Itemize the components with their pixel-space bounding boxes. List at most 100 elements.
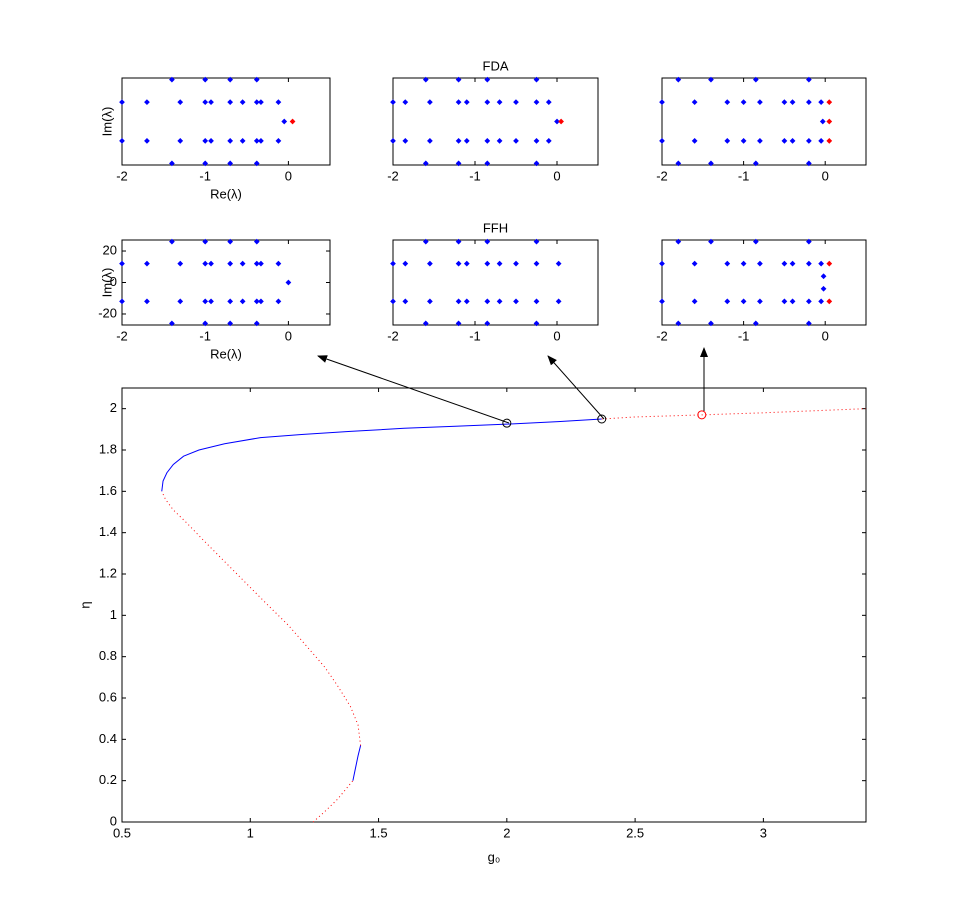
y-tick-label: -20 bbox=[98, 305, 117, 320]
eigenvalue-point bbox=[484, 160, 491, 167]
eigenvalue-point bbox=[202, 320, 209, 327]
eigenvalue-point bbox=[422, 320, 429, 327]
x-tick-label: 0.5 bbox=[113, 825, 131, 840]
eigenvalue-point bbox=[533, 76, 540, 83]
eigenvalue-point bbox=[119, 99, 125, 106]
eigenvalue-point bbox=[253, 160, 260, 167]
eigenvalue-point bbox=[253, 76, 260, 83]
eigenvalue-point bbox=[119, 260, 125, 267]
axes-box bbox=[392, 239, 599, 326]
eigenvalue-point bbox=[169, 76, 175, 83]
eigenvalue-point bbox=[789, 137, 796, 144]
eigenvalue-point bbox=[496, 137, 503, 144]
eigenvalue-point bbox=[789, 99, 796, 106]
eigenvalue-point bbox=[208, 298, 214, 305]
axes-box bbox=[661, 77, 867, 166]
eigenvalue-point bbox=[533, 137, 540, 144]
eigenvalue-point bbox=[496, 99, 503, 106]
eigenvalue-point bbox=[675, 76, 682, 83]
eigenvalue-point bbox=[806, 76, 812, 83]
y-tick-label: 1.8 bbox=[99, 441, 117, 456]
y-tick-label: 1.2 bbox=[99, 565, 117, 580]
eigenvalue-point bbox=[826, 298, 833, 305]
x-axis-label: g₀ bbox=[488, 849, 501, 864]
x-axis-label: Re(λ) bbox=[210, 346, 242, 361]
y-tick-label: 0.8 bbox=[99, 648, 117, 663]
eigenvalue-point bbox=[757, 99, 763, 106]
x-tick-label: -1 bbox=[199, 328, 211, 343]
curve bbox=[161, 418, 602, 781]
eigenvalue-point bbox=[455, 320, 462, 327]
eigenvalue-point bbox=[402, 137, 409, 144]
eigenvalue-point bbox=[253, 298, 260, 305]
x-tick-label: -1 bbox=[738, 168, 750, 183]
axes-title: FFH bbox=[483, 220, 508, 235]
eigenvalue-point bbox=[691, 137, 698, 144]
eigenvalue-point bbox=[463, 298, 470, 305]
eigenvalue-point bbox=[463, 137, 470, 144]
eigenvalue-point bbox=[806, 99, 812, 106]
eigenvalue-point bbox=[202, 298, 209, 305]
eigenvalue-point bbox=[144, 298, 150, 305]
eigenvalue-point bbox=[144, 99, 150, 106]
eigenvalue-point bbox=[806, 298, 812, 305]
eigenvalue-point bbox=[826, 260, 833, 267]
y-axis-label: Im(λ) bbox=[99, 268, 114, 298]
y-tick-label: 0.2 bbox=[99, 772, 117, 787]
eigenvalue-point bbox=[533, 320, 540, 327]
eigenvalue-point bbox=[463, 99, 470, 106]
eigenvalue-point bbox=[289, 118, 296, 125]
arrows bbox=[317, 347, 708, 424]
eigenvalue-point bbox=[484, 238, 491, 245]
eigenvalue-point bbox=[691, 99, 698, 106]
axes-box bbox=[121, 387, 867, 823]
eigenvalue-point bbox=[427, 298, 433, 305]
eigenvalue-point bbox=[455, 238, 462, 245]
eigenvalue-point bbox=[781, 298, 788, 305]
eigenvalue-point bbox=[455, 137, 462, 144]
eigenvalue-point bbox=[202, 260, 209, 267]
x-tick-label: -1 bbox=[738, 328, 750, 343]
y-tick-label: 1.4 bbox=[99, 524, 117, 539]
y-tick-label: 1 bbox=[110, 607, 117, 622]
eigenvalue-point bbox=[455, 160, 462, 167]
eigenvalue-point bbox=[208, 137, 214, 144]
eigenvalue-point bbox=[227, 238, 234, 245]
eigenvalue-point bbox=[484, 298, 491, 305]
eigenvalue-point bbox=[169, 160, 175, 167]
eigenvalue-point bbox=[533, 99, 540, 106]
eigenvalue-point bbox=[227, 260, 234, 267]
eigenvalue-point bbox=[724, 260, 731, 267]
point-marker bbox=[597, 414, 607, 424]
x-tick-label: 0 bbox=[285, 328, 292, 343]
eigenvalue-point bbox=[253, 320, 260, 327]
eigenvalue-point bbox=[545, 99, 552, 106]
eigenvalue-point bbox=[253, 260, 260, 267]
eigenvalue-point bbox=[806, 137, 812, 144]
x-tick-label: 0 bbox=[822, 168, 829, 183]
y-tick-label: 0 bbox=[110, 274, 117, 289]
eigenvalue-point bbox=[724, 99, 731, 106]
eigenvalue-point bbox=[820, 285, 827, 292]
eigenvalue-point bbox=[402, 298, 409, 305]
axes-box bbox=[121, 77, 331, 166]
y-axis-label: η bbox=[77, 601, 92, 608]
eigenvalue-point bbox=[513, 298, 519, 305]
eigenvalue-point bbox=[484, 76, 491, 83]
eigenvalue-point bbox=[806, 160, 812, 167]
y-tick-label: 1.6 bbox=[99, 483, 117, 498]
point-marker bbox=[697, 410, 707, 420]
eigenvalue-point bbox=[752, 160, 759, 167]
eigenvalue-point bbox=[427, 99, 433, 106]
eigenvalue-point bbox=[253, 238, 260, 245]
eigenvalue-point bbox=[144, 260, 150, 267]
x-tick-label: 1 bbox=[247, 825, 254, 840]
eigenvalue-point bbox=[484, 99, 491, 106]
eigenvalue-point bbox=[781, 99, 788, 106]
eigenvalue-point bbox=[819, 118, 826, 125]
eigenvalue-point bbox=[253, 99, 260, 106]
eigenvalue-point bbox=[169, 238, 175, 245]
eigenvalue-point bbox=[757, 137, 763, 144]
eigenvalue-point bbox=[281, 118, 288, 125]
y-tick-label: 0.4 bbox=[99, 731, 117, 746]
